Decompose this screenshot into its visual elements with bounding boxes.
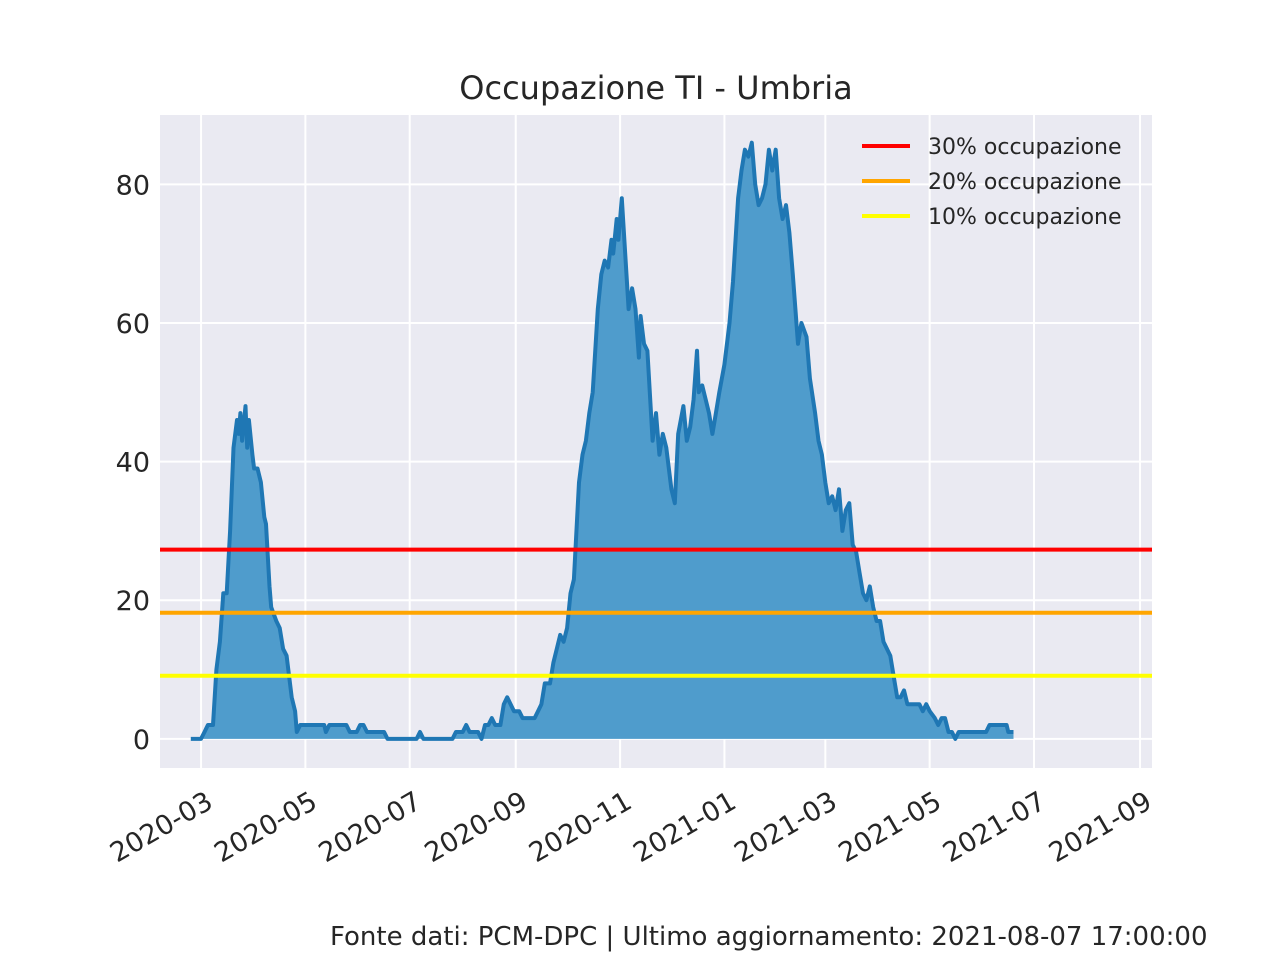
x-tick-label: 2021-01 (628, 786, 741, 869)
x-tick-label: 2020-03 (105, 786, 218, 869)
series-layer (190, 140, 1014, 741)
x-tick-label: 2021-09 (1044, 786, 1157, 869)
y-tick-label: 60 (116, 309, 150, 340)
y-tick-label: 20 (116, 586, 150, 617)
y-tick-label: 80 (116, 170, 150, 201)
x-tick-labels: 2020-032020-052020-072020-092020-112021-… (105, 786, 1157, 869)
y-tick-label: 0 (133, 725, 150, 756)
data-source-footer: Fonte dati: PCM-DPC | Ultimo aggiornamen… (330, 922, 1208, 952)
legend-label: 10% occupazione (928, 205, 1122, 230)
x-tick-label: 2020-09 (420, 786, 533, 869)
legend-label: 30% occupazione (928, 135, 1122, 160)
x-tick-label: 2021-05 (834, 786, 947, 869)
legend-label: 20% occupazione (928, 170, 1122, 195)
x-tick-label: 2021-07 (938, 786, 1051, 869)
y-tick-labels: 0 20 40 60 80 (116, 170, 150, 756)
x-tick-label: 2020-11 (524, 786, 637, 869)
x-tick-label: 2021-03 (729, 786, 842, 869)
threshold-layer (160, 547, 1152, 678)
chart-title: Occupazione TI - Umbria (459, 69, 852, 107)
x-tick-label: 2020-07 (314, 786, 427, 869)
y-tick-label: 40 (116, 448, 150, 479)
series-line (190, 140, 1014, 741)
x-tick-label: 2020-05 (209, 786, 322, 869)
series-area (190, 142, 1014, 739)
legend: 30% occupazione 20% occupazione 10% occupa… (862, 135, 1122, 230)
